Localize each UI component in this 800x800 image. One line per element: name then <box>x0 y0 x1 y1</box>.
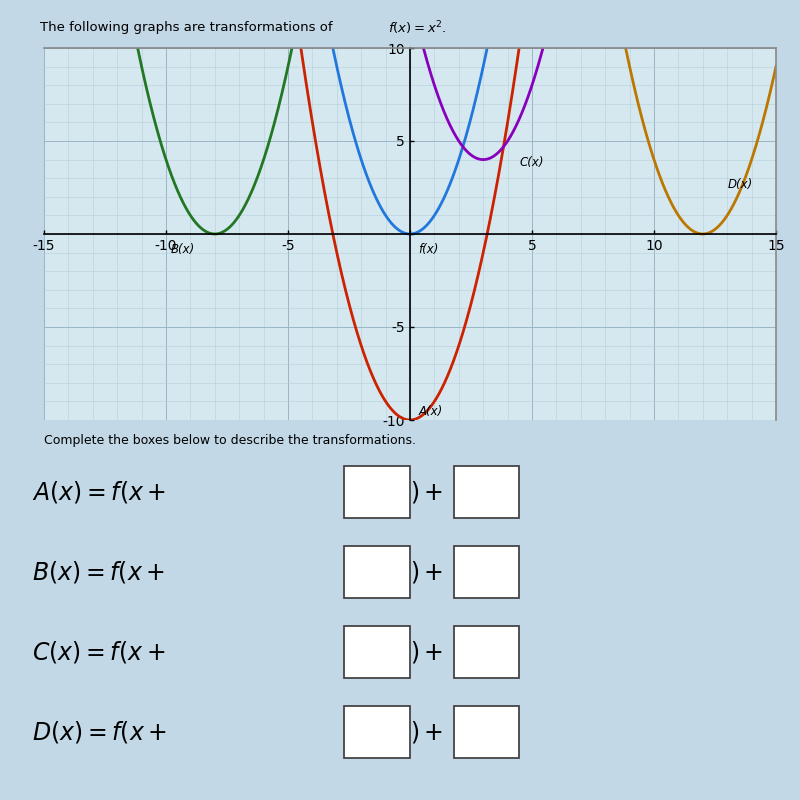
Text: $) +$: $) +$ <box>410 639 442 665</box>
Text: $A(x) = f(x +$: $A(x) = f(x +$ <box>32 479 166 505</box>
Text: C(x): C(x) <box>520 156 544 169</box>
Text: $C(x) = f(x +$: $C(x) = f(x +$ <box>32 639 166 665</box>
Text: B(x): B(x) <box>171 243 195 256</box>
Text: $B(x) = f(x +$: $B(x) = f(x +$ <box>32 559 165 585</box>
Text: f(x): f(x) <box>418 243 439 256</box>
Text: Complete the boxes below to describe the transformations.: Complete the boxes below to describe the… <box>44 434 416 446</box>
Text: The following graphs are transformations of: The following graphs are transformations… <box>40 22 337 34</box>
Text: A(x): A(x) <box>418 405 442 418</box>
Text: D(x): D(x) <box>727 178 753 191</box>
Text: $f(x) = x^2$.: $f(x) = x^2$. <box>388 19 446 37</box>
Text: $) +$: $) +$ <box>410 719 442 745</box>
Text: $) +$: $) +$ <box>410 479 442 505</box>
Text: $D(x) = f(x +$: $D(x) = f(x +$ <box>32 719 167 745</box>
Text: $) +$: $) +$ <box>410 559 442 585</box>
